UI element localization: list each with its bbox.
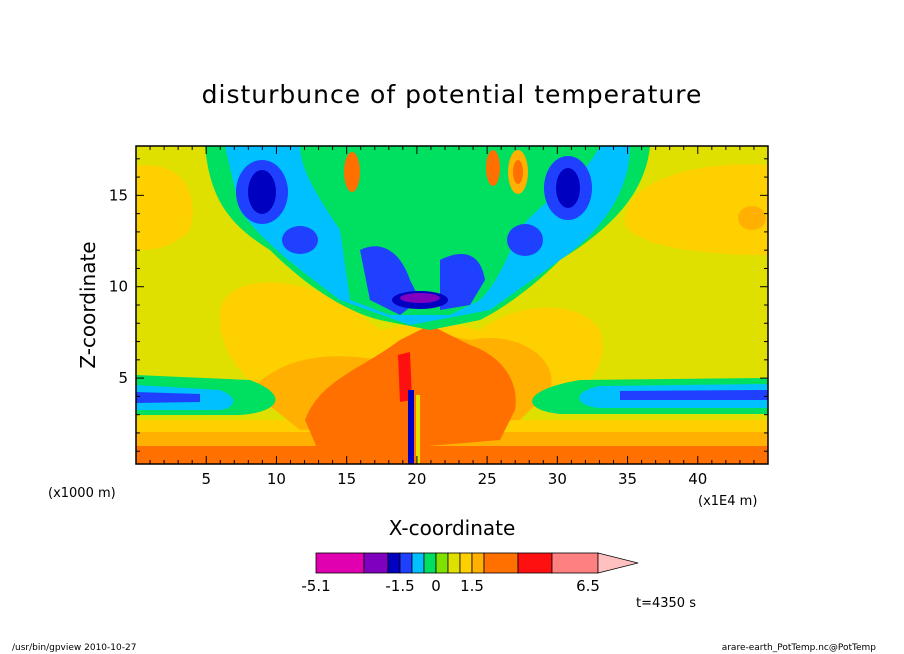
time-label: t=4350 s xyxy=(636,596,696,611)
cold-cell-l2 xyxy=(282,226,318,254)
footer-right: arare-earth_PotTemp.nc@PotTemp xyxy=(722,643,877,653)
colorbar-segment xyxy=(483,552,519,574)
heatmap-field xyxy=(136,146,768,464)
x-axis-label: X-coordinate xyxy=(389,516,516,540)
y-axis: 5 10 15 xyxy=(109,158,768,452)
y-tick-label: 10 xyxy=(109,278,128,296)
footer-left: /usr/bin/gpview 2010-10-27 xyxy=(12,643,136,653)
colorbar-segment xyxy=(363,552,389,574)
cold-region-mid xyxy=(225,146,630,325)
x-axis: 5 10 15 20 25 30 35 40 xyxy=(149,146,755,488)
colorbar-ticks: -5.1 -1.5 0 1.5 6.5 xyxy=(301,577,600,595)
warm-top-cell-1 xyxy=(344,152,360,192)
cold-jet-left-core xyxy=(136,392,200,403)
x-tick-label: 20 xyxy=(407,470,426,488)
colorbar-segment xyxy=(517,552,553,574)
cold-cell-left-core xyxy=(248,170,276,214)
warm-top-cell-3-core xyxy=(513,160,523,184)
y-tick-label: 15 xyxy=(109,186,128,204)
colorbar-segment xyxy=(315,552,365,574)
cold-jet-right-core xyxy=(620,390,768,400)
colorbar-segment xyxy=(399,552,413,574)
y-axis-label: Z-coordinate xyxy=(76,241,100,368)
colorbar-tick-label: 6.5 xyxy=(576,577,600,595)
chart-title: disturbunce of potential temperature xyxy=(202,80,703,109)
colorbar-segment xyxy=(551,552,599,574)
cold-cell-r2 xyxy=(507,224,543,256)
cold-cell-right-core xyxy=(556,168,580,208)
x-unit-right: (x1E4 m) xyxy=(698,494,757,509)
x-tick-label: 40 xyxy=(688,470,707,488)
colorbar-segment xyxy=(387,552,401,574)
colorbar-tick-label: -5.1 xyxy=(301,577,330,595)
central-column xyxy=(408,390,414,464)
colorbar-arrow xyxy=(597,552,639,574)
colorbar-segment xyxy=(447,552,461,574)
layer-low-3 xyxy=(136,446,768,464)
warm-top-cell-2 xyxy=(486,150,500,186)
cold-min-core xyxy=(400,293,440,303)
colorbar-tick-label: -1.5 xyxy=(385,577,414,595)
y-tick-label: 5 xyxy=(118,369,128,387)
x-tick-label: 10 xyxy=(267,470,286,488)
x-tick-label: 15 xyxy=(337,470,356,488)
x-tick-label: 30 xyxy=(548,470,567,488)
colorbar-tick-label: 0 xyxy=(431,577,441,595)
warm-blob-right-core xyxy=(738,206,766,230)
colorbar xyxy=(315,552,639,574)
warm-blob-left xyxy=(136,165,193,250)
x-tick-label: 25 xyxy=(478,470,497,488)
cold-plume-right xyxy=(440,254,485,310)
colorbar-segment xyxy=(411,552,425,574)
colorbar-segment xyxy=(459,552,473,574)
x-unit-left: (x1000 m) xyxy=(48,486,116,501)
colorbar-segment xyxy=(471,552,485,574)
warm-blob-right xyxy=(624,164,768,255)
colorbar-segment xyxy=(435,552,449,574)
colorbar-segment xyxy=(423,552,437,574)
warm-core xyxy=(398,352,412,402)
colorbar-tick-label: 1.5 xyxy=(460,577,484,595)
cold-region-outer xyxy=(205,146,650,330)
x-tick-label: 5 xyxy=(201,470,211,488)
x-tick-label: 35 xyxy=(618,470,637,488)
central-column-2 xyxy=(416,395,420,464)
